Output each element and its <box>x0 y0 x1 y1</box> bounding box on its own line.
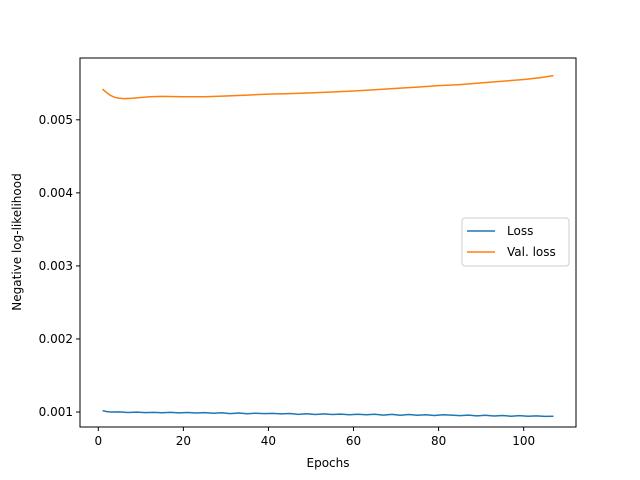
legend-label-loss: Loss <box>507 224 533 238</box>
series-line-loss <box>102 409 554 418</box>
y-tick-label: 0.003 <box>39 259 73 273</box>
series-line-val-loss <box>102 74 554 100</box>
y-tick-label: 0.001 <box>39 405 73 419</box>
x-tick-label: 60 <box>346 434 361 448</box>
series-layer <box>102 74 554 418</box>
legend-label-val-loss: Val. loss <box>507 245 556 259</box>
y-tick-label: 0.004 <box>39 186 73 200</box>
x-tick-label: 100 <box>512 434 535 448</box>
y-axis-label: Negative log-likelihood <box>10 173 24 310</box>
y-tick-label: 0.005 <box>39 113 73 127</box>
ticks-layer: 0 20 40 60 80 100 0.001 0.002 0.003 0.004 0.005 <box>39 113 535 448</box>
x-tick-label: 0 <box>94 434 102 448</box>
x-tick-label: 80 <box>431 434 446 448</box>
legend-box <box>461 217 570 267</box>
legend: Loss Val. loss <box>461 217 570 267</box>
y-tick-label: 0.002 <box>39 332 73 346</box>
plot-frame <box>79 57 577 428</box>
x-tick-label: 20 <box>176 434 191 448</box>
x-tick-label: 40 <box>261 434 276 448</box>
x-axis-label: Epochs <box>307 456 350 470</box>
